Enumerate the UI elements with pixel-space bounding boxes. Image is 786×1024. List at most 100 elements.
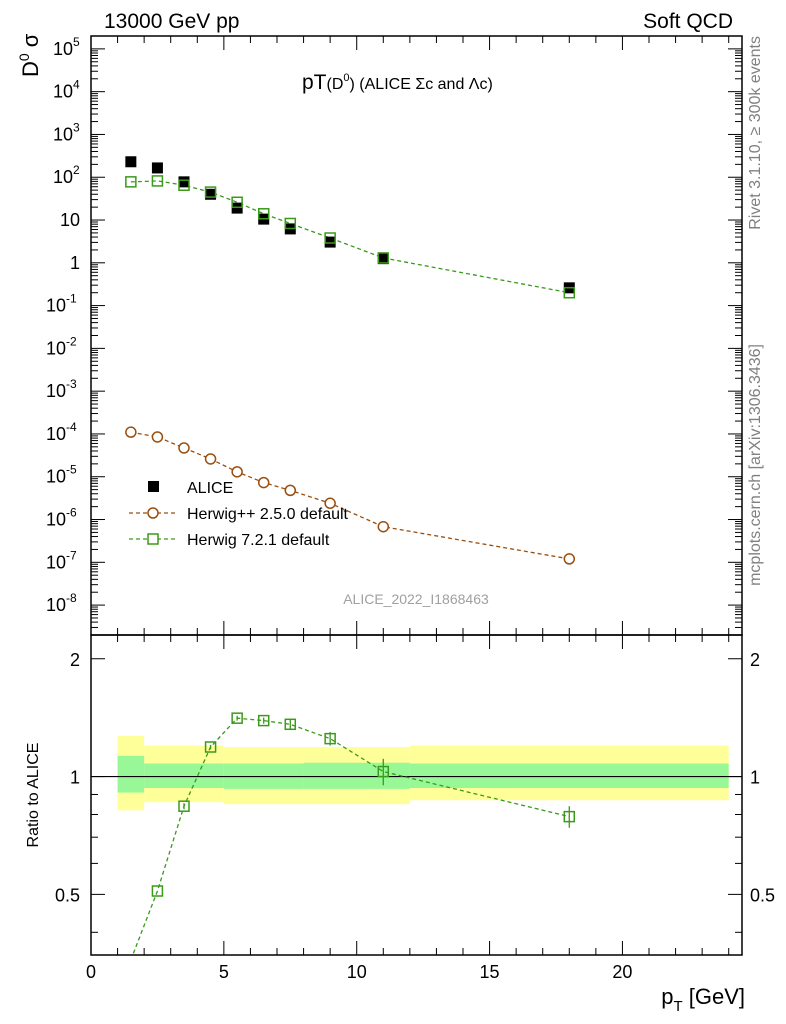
mcplots-label: mcplots.cern.ch [arXiv:1306.3436] <box>747 344 764 586</box>
herwigpp-point <box>231 466 243 478</box>
ratio-band-inner <box>144 763 224 788</box>
herwig7-point <box>125 176 137 188</box>
y-tick-base: 10 <box>46 424 66 444</box>
main-title-main: pT <box>302 71 327 94</box>
herwigpp-point <box>178 442 190 454</box>
main-ylabel-sup: 0 <box>16 53 32 61</box>
y-tick-label: 103 <box>53 120 80 144</box>
y-tick-exp: -1 <box>66 292 77 306</box>
main-ylabel: D0 σ <box>16 33 43 77</box>
y-tick-base: 10 <box>46 552 66 572</box>
header-left: 13000 GeV pp <box>104 10 239 33</box>
y-tick-label: 10-4 <box>46 420 77 444</box>
x-label-base: p <box>661 984 673 1009</box>
herwigpp-point <box>151 431 164 443</box>
header-right: Soft QCD <box>643 10 733 33</box>
y-tick-label: 10-5 <box>46 463 77 487</box>
ratio-band-inner <box>303 762 410 789</box>
x-tick-label: 15 <box>480 962 500 982</box>
x-tick-label: 10 <box>347 962 367 982</box>
ratio-herwig7-point <box>231 712 243 724</box>
y-tick-base: 10 <box>46 296 66 316</box>
y-tick-base: 10 <box>46 381 66 401</box>
x-label-sub: T <box>673 998 682 1015</box>
y-tick-label: 104 <box>53 78 80 102</box>
y-tick-base: 10 <box>53 39 73 59</box>
alice-point <box>205 188 217 200</box>
ratio-herwig7-point <box>204 741 217 753</box>
x-label-tail: [GeV] <box>683 984 745 1009</box>
herwigpp-point <box>284 484 297 497</box>
watermark: ALICE_2022_I1868463 <box>343 591 489 607</box>
herwigpp-point <box>257 476 270 489</box>
herwigpp-point <box>125 426 137 438</box>
y-tick-base: 10 <box>60 210 80 230</box>
y-tick-label: 10-7 <box>46 548 77 572</box>
main-y-axis: 10-810-710-610-510-410-310-210-111010210… <box>46 35 742 636</box>
main-series <box>125 156 576 565</box>
ratio-tick-label: 1 <box>70 768 80 788</box>
herwig7-line <box>130 180 570 294</box>
y-tick-exp: -3 <box>66 377 77 391</box>
herwigpp-line <box>130 431 570 560</box>
y-tick-exp: 4 <box>73 78 80 92</box>
y-tick-base: 10 <box>53 167 73 187</box>
alice-point <box>151 162 163 174</box>
ratio-y-axis: 0.5 0.5 1 1 2 2 <box>55 650 775 933</box>
main-ylabel-tail: σ <box>18 33 43 53</box>
main-title-sup: 0 <box>343 72 349 84</box>
ratio-tick-label-right: 2 <box>750 650 760 670</box>
herwig7-point <box>231 196 243 209</box>
ratio-x-axis: 0 5 10 15 20 <box>86 635 730 982</box>
ratio-herwig7-point <box>284 718 297 731</box>
ratio-herwig7-point <box>563 810 576 823</box>
legend-alice-marker <box>148 481 159 492</box>
ratio-panel: 0.5 0.5 1 1 2 2 0 5 10 15 20 <box>55 634 775 982</box>
alice-point <box>125 156 137 168</box>
main-title-tail: ) (ALICE Σc and Λc) <box>350 76 493 93</box>
y-tick-exp: -8 <box>66 591 77 605</box>
herwigpp-point <box>324 497 336 510</box>
herwigpp-point <box>204 453 217 465</box>
ratio-tick-label-right: 0.5 <box>750 885 775 905</box>
y-tick-label: 10-8 <box>46 591 77 615</box>
main-panel: 10-810-710-610-510-410-310-210-111010210… <box>46 35 743 636</box>
legend: ALICE Herwig++ 2.5.0 default Herwig 7.2.… <box>129 480 349 549</box>
y-tick-base: 10 <box>53 124 73 144</box>
ratio-herwig7-point <box>151 885 164 897</box>
y-tick-label: 10-3 <box>46 377 77 401</box>
ratio-herwig7-point <box>324 732 336 745</box>
legend-herwigpp-marker <box>147 507 159 519</box>
herwig7-point <box>284 217 297 230</box>
legend-alice-label: ALICE <box>187 480 233 497</box>
alice-point <box>231 202 243 214</box>
y-tick-exp: -7 <box>66 548 77 562</box>
y-tick-exp: 2 <box>73 163 80 177</box>
alice-point <box>178 176 190 188</box>
main-x-axis <box>90 36 730 635</box>
y-tick-label: 105 <box>53 35 80 59</box>
y-tick-label: 10-1 <box>46 292 77 316</box>
x-tick-label: 5 <box>219 962 229 982</box>
ratio-series <box>132 712 576 955</box>
y-tick-base: 10 <box>46 338 66 358</box>
ratio-band-inner <box>117 755 145 793</box>
y-tick-base: 10 <box>46 510 66 530</box>
legend-herwig7-label: Herwig 7.2.1 default <box>187 532 330 549</box>
herwigpp-point <box>563 553 576 565</box>
y-tick-base: 10 <box>53 82 73 102</box>
herwig7-point <box>257 208 270 220</box>
alice-point <box>377 253 389 265</box>
ratio-herwig7-point <box>377 765 390 778</box>
y-tick-base: 1 <box>70 253 80 273</box>
main-title-paren: (D <box>327 76 344 93</box>
ratio-tick-label: 0.5 <box>55 885 80 905</box>
y-tick-exp: -5 <box>66 463 77 477</box>
y-tick-label: 10-2 <box>46 334 77 358</box>
ratio-ylabel: Ratio to ALICE <box>25 743 42 848</box>
x-tick-label: 20 <box>612 962 632 982</box>
x-tick-label: 0 <box>86 962 96 982</box>
ratio-herwig7-point <box>178 800 190 812</box>
herwig7-point <box>377 252 390 264</box>
